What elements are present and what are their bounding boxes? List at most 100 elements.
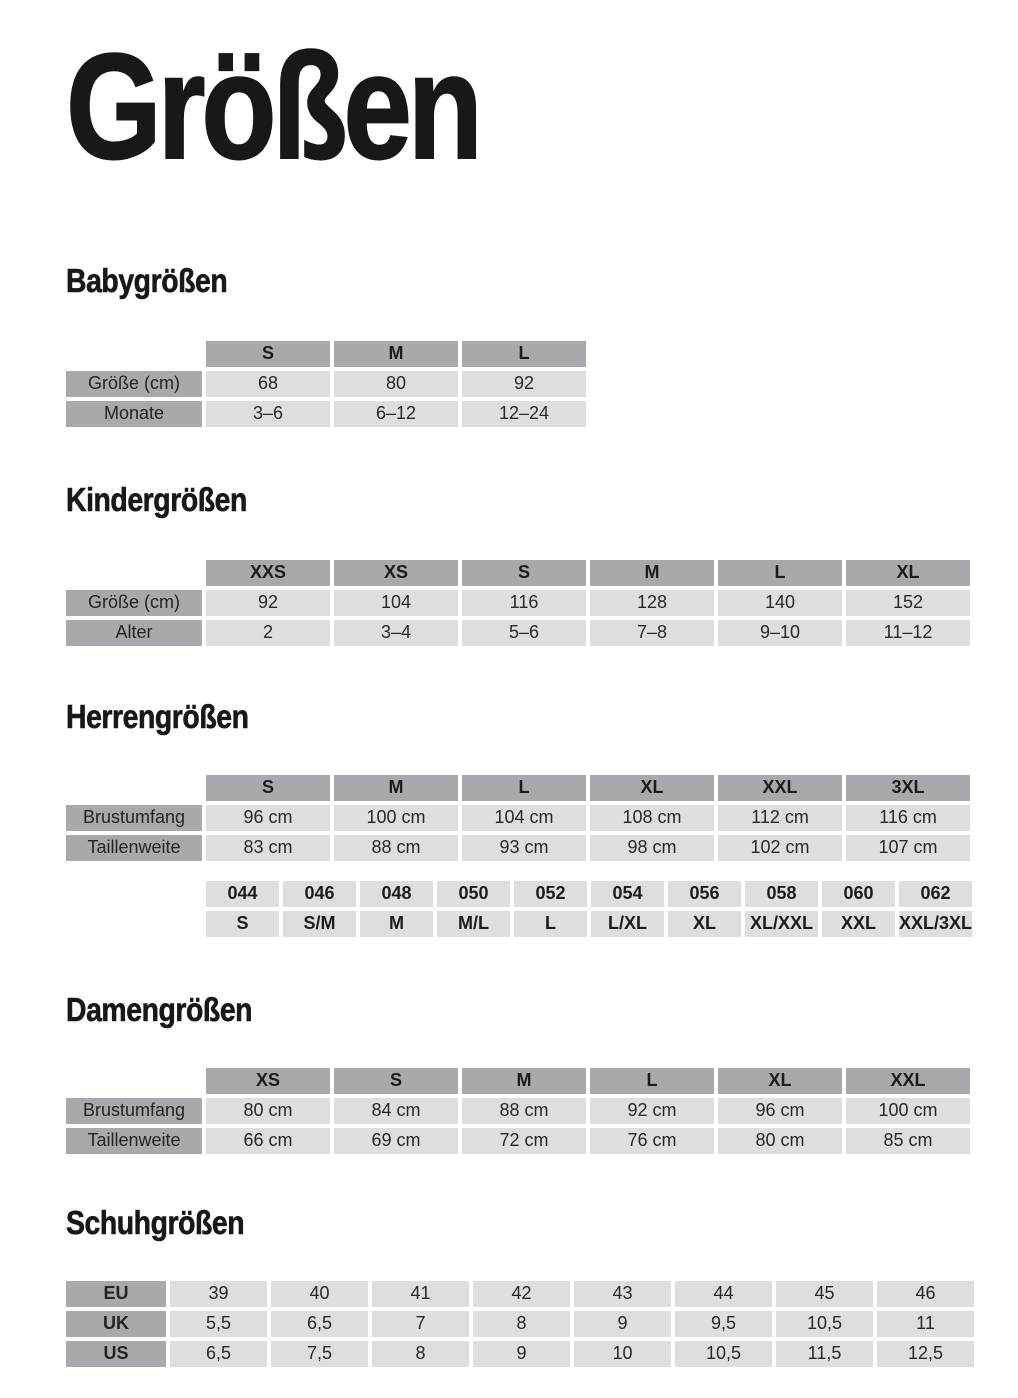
cell-value: 96 cm [206, 804, 330, 831]
cell-value: 3–4 [334, 619, 458, 646]
cell-value: 8 [473, 1310, 570, 1337]
cell-value: 128 [590, 589, 714, 616]
cell-value: 46 [877, 1280, 974, 1307]
cell-value: 100 cm [334, 804, 458, 831]
cell-value: 69 cm [334, 1127, 458, 1154]
column-header: XS [206, 1067, 330, 1094]
cell-value: 108 cm [590, 804, 714, 831]
cell-value: 12–24 [462, 400, 586, 427]
column-header: XL [846, 559, 970, 586]
row-label: Taillenweite [66, 1127, 202, 1154]
cell-value: 85 cm [846, 1127, 970, 1154]
cell-value: 11,5 [776, 1340, 873, 1367]
cell-value: 80 cm [206, 1097, 330, 1124]
table-row: UK 5,5 6,5 7 8 9 9,5 10,5 11 [66, 1310, 974, 1337]
cell-value: 116 cm [846, 804, 970, 831]
cell-value: 100 cm [846, 1097, 970, 1124]
cell-value: 9 [574, 1310, 671, 1337]
cell-value: 062 [899, 880, 973, 907]
cell-value: 11 [877, 1310, 974, 1337]
cell-value: 3–6 [206, 400, 330, 427]
corner-cell [66, 341, 202, 367]
cell-value: 046 [283, 880, 356, 907]
cell-value: 7–8 [590, 619, 714, 646]
column-header: S [462, 559, 586, 586]
section-heading-schuhe: Schuhgrößen [66, 1203, 245, 1241]
table-row: US 6,5 7,5 8 9 10 10,5 11,5 12,5 [66, 1340, 974, 1367]
cell-value: 40 [271, 1280, 368, 1307]
table-header-row: S M L XL XXL 3XL [66, 774, 970, 801]
column-header: S [206, 340, 330, 367]
cell-value: 10,5 [675, 1340, 772, 1367]
column-header: L [462, 774, 586, 801]
column-header: XXS [206, 559, 330, 586]
column-header: XL [718, 1067, 842, 1094]
cell-value: 92 [462, 370, 586, 397]
column-header: S [334, 1067, 458, 1094]
cell-value: 10,5 [776, 1310, 873, 1337]
table-row: Größe (cm) 92 104 116 128 140 152 [66, 589, 970, 616]
cell-value: 2 [206, 619, 330, 646]
cell-value: 116 [462, 589, 586, 616]
page-title: Größen [65, 22, 483, 190]
corner-cell [66, 775, 202, 801]
column-header: M [334, 774, 458, 801]
cell-value: 060 [822, 880, 895, 907]
section-heading-herren: Herrengrößen [66, 697, 249, 735]
column-header: XXL [718, 774, 842, 801]
table-row: EU 39 40 41 42 43 44 45 46 [66, 1280, 974, 1307]
table-header-row: S M L [66, 340, 586, 367]
table-row: Monate 3–6 6–12 12–24 [66, 400, 586, 427]
cell-value: 92 cm [590, 1097, 714, 1124]
column-header: M [590, 559, 714, 586]
cell-value: 044 [206, 880, 279, 907]
column-header: XXL [846, 1067, 970, 1094]
cell-value: 8 [372, 1340, 469, 1367]
cell-value: 112 cm [718, 804, 842, 831]
cell-value: M/L [437, 910, 510, 937]
cell-value: 66 cm [206, 1127, 330, 1154]
damen-size-table: XS S M L XL XXL Brustumfang 80 cm 84 cm … [62, 1064, 974, 1158]
row-label: Größe (cm) [66, 370, 202, 397]
row-label: Größe (cm) [66, 589, 202, 616]
row-label: US [66, 1340, 166, 1367]
cell-value: 6,5 [170, 1340, 267, 1367]
cell-value: XXL [822, 910, 895, 937]
column-header: 3XL [846, 774, 970, 801]
corner-cell [66, 560, 202, 586]
section-heading-kinder: Kindergrößen [66, 480, 248, 518]
cell-value: 88 cm [334, 834, 458, 861]
herren-code-size-table: 044 046 048 050 052 054 056 058 060 062 … [202, 877, 976, 941]
cell-value: 11–12 [846, 619, 970, 646]
cell-value: XL/XXL [745, 910, 818, 937]
cell-value: 5–6 [462, 619, 586, 646]
cell-value: 104 cm [462, 804, 586, 831]
table-header-row: XS S M L XL XXL [66, 1067, 970, 1094]
cell-value: 80 [334, 370, 458, 397]
column-header: L [718, 559, 842, 586]
cell-value: 140 [718, 589, 842, 616]
cell-value: 41 [372, 1280, 469, 1307]
cell-value: 050 [437, 880, 510, 907]
table-row: Brustumfang 80 cm 84 cm 88 cm 92 cm 96 c… [66, 1097, 970, 1124]
cell-value: 5,5 [170, 1310, 267, 1337]
table-row: Brustumfang 96 cm 100 cm 104 cm 108 cm 1… [66, 804, 970, 831]
cell-value: 80 cm [718, 1127, 842, 1154]
cell-value: 10 [574, 1340, 671, 1367]
baby-size-table: S M L Größe (cm) 68 80 92 Monate 3–6 6–1… [62, 337, 590, 431]
cell-value: 048 [360, 880, 433, 907]
table-row: Größe (cm) 68 80 92 [66, 370, 586, 397]
cell-value: 45 [776, 1280, 873, 1307]
cell-value: 9 [473, 1340, 570, 1367]
cell-value: 98 cm [590, 834, 714, 861]
cell-value: 056 [668, 880, 741, 907]
cell-value: 96 cm [718, 1097, 842, 1124]
cell-value: 83 cm [206, 834, 330, 861]
corner-cell [66, 1068, 202, 1094]
cell-value: 12,5 [877, 1340, 974, 1367]
schuh-size-table: EU 39 40 41 42 43 44 45 46 UK 5,5 6,5 7 … [62, 1277, 978, 1371]
cell-value: 104 [334, 589, 458, 616]
cell-value: L [514, 910, 587, 937]
table-row: Alter 2 3–4 5–6 7–8 9–10 11–12 [66, 619, 970, 646]
